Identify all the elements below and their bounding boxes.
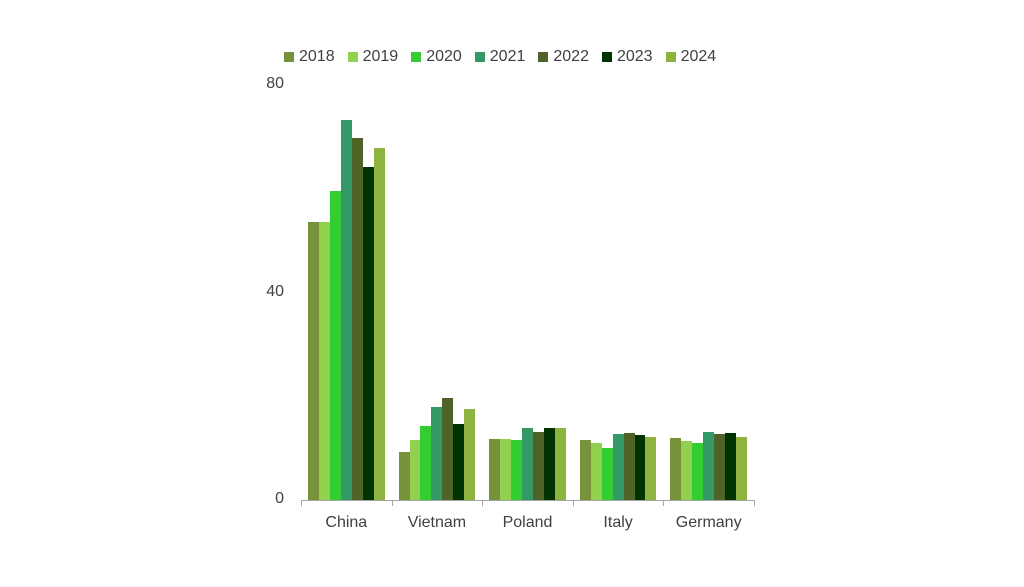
bar-vietnam-2019 xyxy=(409,439,421,500)
legend-item-2022: 2022 xyxy=(538,48,589,66)
bar-vietnam-2024 xyxy=(464,409,476,500)
x-tick-label: Italy xyxy=(603,514,633,531)
y-tick-label: 0 xyxy=(275,490,284,507)
bar-vietnam-2021 xyxy=(431,407,443,500)
bar-poland-2024 xyxy=(554,428,566,500)
bar-vietnam-2022 xyxy=(442,398,454,500)
bar-italy-2020 xyxy=(601,448,613,500)
bar-italy-2023 xyxy=(634,435,646,500)
legend-item-2019: 2019 xyxy=(347,48,399,66)
bar-italy-2022 xyxy=(623,433,635,500)
bar-italy-2018 xyxy=(579,439,591,500)
bar-italy-2021 xyxy=(612,434,624,500)
legend-item-2023: 2023 xyxy=(601,48,653,66)
x-tick-mark xyxy=(482,500,484,506)
bar-china-2024 xyxy=(373,148,385,500)
bar-poland-2022 xyxy=(532,432,544,500)
chart-legend: 2018 2019 2020 2021 2022 2023 2024 xyxy=(284,48,729,66)
y-tick-label: 80 xyxy=(266,75,284,92)
bar-germany-2019 xyxy=(681,440,693,500)
legend-item-2020: 2020 xyxy=(411,48,462,66)
legend-label: 2023 xyxy=(616,48,653,65)
bar-italy-2024 xyxy=(645,437,657,500)
bar-vietnam-2023 xyxy=(453,424,465,500)
bar-germany-2023 xyxy=(725,433,737,500)
legend-swatch xyxy=(665,52,676,62)
x-tick-label: China xyxy=(325,514,368,531)
bar-poland-2019 xyxy=(500,438,512,500)
bar-poland-2023 xyxy=(543,428,555,500)
legend-label: 2019 xyxy=(362,48,399,65)
legend-swatch xyxy=(601,52,612,62)
bar-germany-2020 xyxy=(692,442,704,500)
legend-item-2018: 2018 xyxy=(284,48,335,66)
legend-item-2021: 2021 xyxy=(474,48,526,66)
x-tick-mark xyxy=(391,500,393,506)
bar-germany-2021 xyxy=(703,432,715,500)
bar-china-2021 xyxy=(340,120,352,500)
bar-china-2020 xyxy=(329,191,341,500)
bar-china-2022 xyxy=(351,138,363,500)
legend-swatch xyxy=(474,52,485,62)
bar-vietnam-2020 xyxy=(420,425,432,500)
legend-label: 2022 xyxy=(553,48,589,65)
legend-label: 2018 xyxy=(299,48,335,65)
legend-swatch xyxy=(284,52,294,62)
x-tick-mark xyxy=(754,500,755,506)
bar-germany-2024 xyxy=(736,437,747,500)
x-axis-line xyxy=(301,500,754,501)
legend-item-2024: 2024 xyxy=(665,48,717,66)
legend-label: 2021 xyxy=(489,48,526,65)
legend-swatch xyxy=(411,52,422,62)
x-tick-label: Poland xyxy=(502,514,553,531)
bar-poland-2020 xyxy=(511,439,523,500)
legend-label: 2024 xyxy=(680,48,717,65)
bar-china-2018 xyxy=(308,221,319,500)
bar-germany-2022 xyxy=(714,434,726,500)
bar-italy-2019 xyxy=(590,443,602,500)
legend-swatch xyxy=(538,52,549,62)
x-tick-label: Germany xyxy=(675,514,742,531)
legend-label: 2020 xyxy=(426,48,462,65)
x-tick-mark xyxy=(572,500,574,506)
bar-china-2019 xyxy=(318,221,330,500)
bar-china-2023 xyxy=(362,166,374,500)
x-tick-label: Vietnam xyxy=(407,514,467,531)
x-tick-mark xyxy=(301,500,302,506)
bar-poland-2021 xyxy=(522,427,533,500)
x-tick-mark xyxy=(663,500,665,506)
y-tick-label: 40 xyxy=(266,282,284,300)
legend-swatch xyxy=(347,52,358,62)
bar-poland-2018 xyxy=(489,438,501,500)
bar-germany-2018 xyxy=(670,438,682,500)
bar-vietnam-2018 xyxy=(398,452,410,500)
